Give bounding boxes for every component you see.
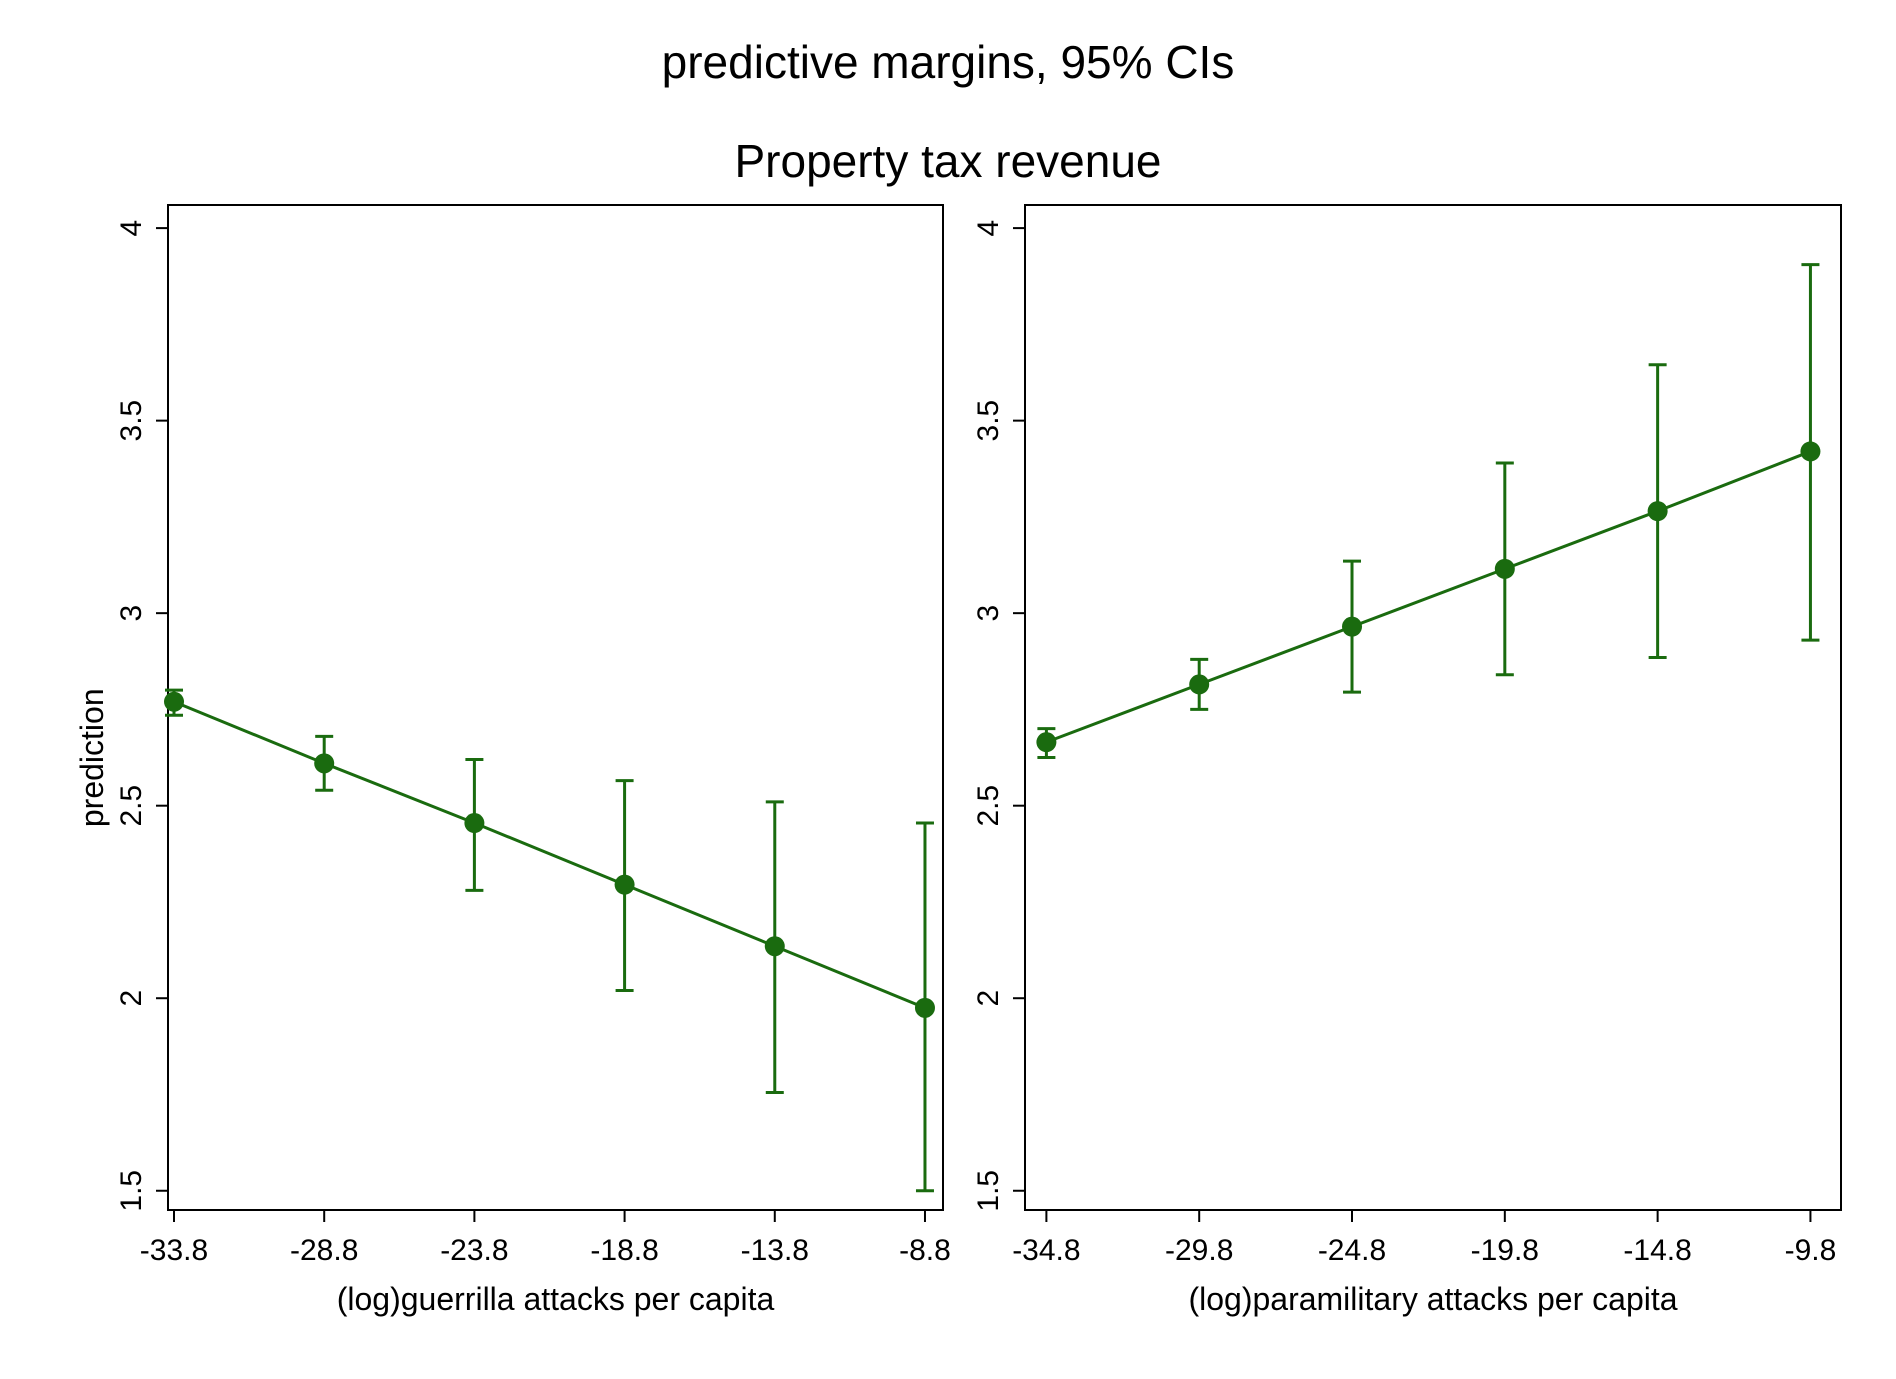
y-tick-label: 4	[972, 220, 1005, 237]
x-tick-label: -13.8	[741, 1234, 809, 1267]
data-point	[164, 691, 185, 712]
x-tick-label: -24.8	[1318, 1234, 1386, 1267]
data-point	[1189, 674, 1210, 695]
data-point	[1647, 501, 1668, 522]
y-tick-label: 3.5	[115, 400, 148, 442]
x-tick-label: -18.8	[590, 1234, 658, 1267]
x-tick-label: -33.8	[140, 1234, 208, 1267]
x-tick-label: -29.8	[1165, 1234, 1233, 1267]
y-tick-label: 3.5	[972, 400, 1005, 442]
y-tick-label: 3	[115, 605, 148, 622]
x-tick-label: -9.8	[1785, 1234, 1837, 1267]
series-line	[1045, 450, 1811, 744]
x-axis-title: (log)paramilitary attacks per capita	[1188, 1281, 1677, 1317]
x-tick-label: -23.8	[440, 1234, 508, 1267]
x-tick-label: -19.8	[1471, 1234, 1539, 1267]
chart-title: predictive margins, 95% CIs	[662, 36, 1235, 88]
data-point	[1800, 441, 1821, 462]
y-tick-label: 2	[115, 990, 148, 1007]
y-tick-label: 2	[972, 990, 1005, 1007]
data-point	[614, 874, 635, 895]
x-tick-label: -28.8	[290, 1234, 358, 1267]
data-point	[764, 936, 785, 957]
x-tick-label: -8.8	[899, 1234, 951, 1267]
y-tick-label: 1.5	[115, 1170, 148, 1212]
data-point	[1036, 732, 1057, 753]
x-tick-label: -14.8	[1623, 1234, 1691, 1267]
left-panel: 1.5 2 2.5 3 3.5 4 -33.8 -28.8 -23.8 -18.8 -13.8 -8.…	[74, 204, 951, 1317]
plot-frame	[1024, 204, 1842, 1211]
y-axis-title: prediction	[74, 688, 110, 827]
data-point	[1342, 616, 1363, 637]
data-point	[314, 753, 335, 774]
y-tick-label: 3	[972, 605, 1005, 622]
chart-subtitle: Property tax revenue	[734, 135, 1161, 187]
data-point	[1494, 558, 1515, 579]
data-point	[914, 997, 935, 1018]
y-tick-label: 2.5	[972, 785, 1005, 827]
right-panel: 1.5 2 2.5 3 3.5 4 -34.8 -29.8 -24.8 -19.8 -14.8 -9.…	[972, 204, 1842, 1317]
y-tick-label: 4	[115, 220, 148, 237]
x-axis-title: (log)guerrilla attacks per capita	[337, 1281, 775, 1317]
x-tick-label: -34.8	[1012, 1234, 1080, 1267]
y-tick-label: 1.5	[972, 1170, 1005, 1212]
data-point	[464, 813, 485, 834]
y-tick-label: 2.5	[115, 785, 148, 827]
series-line	[173, 700, 926, 1010]
